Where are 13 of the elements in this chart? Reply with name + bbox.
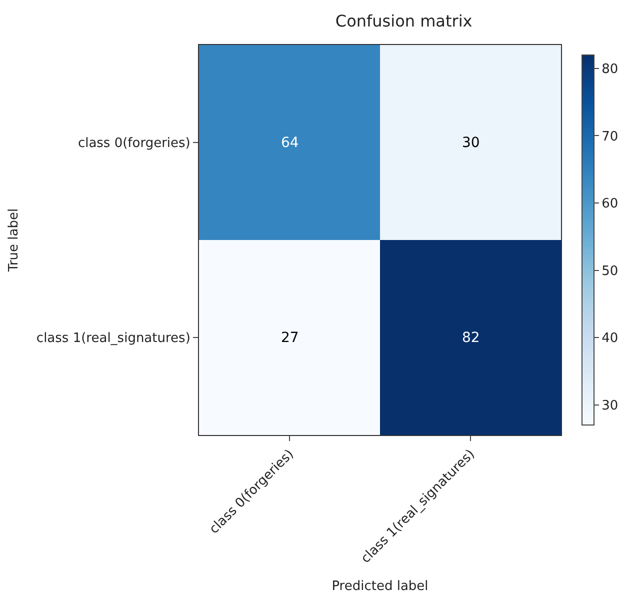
data-label: 27 — [281, 330, 299, 346]
data-label: 82 — [462, 330, 480, 346]
color-bar-label: 60 — [602, 196, 618, 212]
color-bar-label: 40 — [602, 331, 618, 346]
data-label: 30 — [462, 135, 480, 151]
data-label: 64 — [281, 135, 299, 151]
color-bar-label: 30 — [602, 398, 618, 414]
color-bar-label: 50 — [602, 264, 618, 279]
color-bar-label: 80 — [602, 62, 618, 77]
chart-title: Confusion matrix — [335, 11, 472, 30]
x-axis-title: Predicted label — [332, 578, 428, 594]
color-bar-label: 70 — [602, 129, 618, 144]
y-axis-title: True label — [6, 208, 22, 273]
